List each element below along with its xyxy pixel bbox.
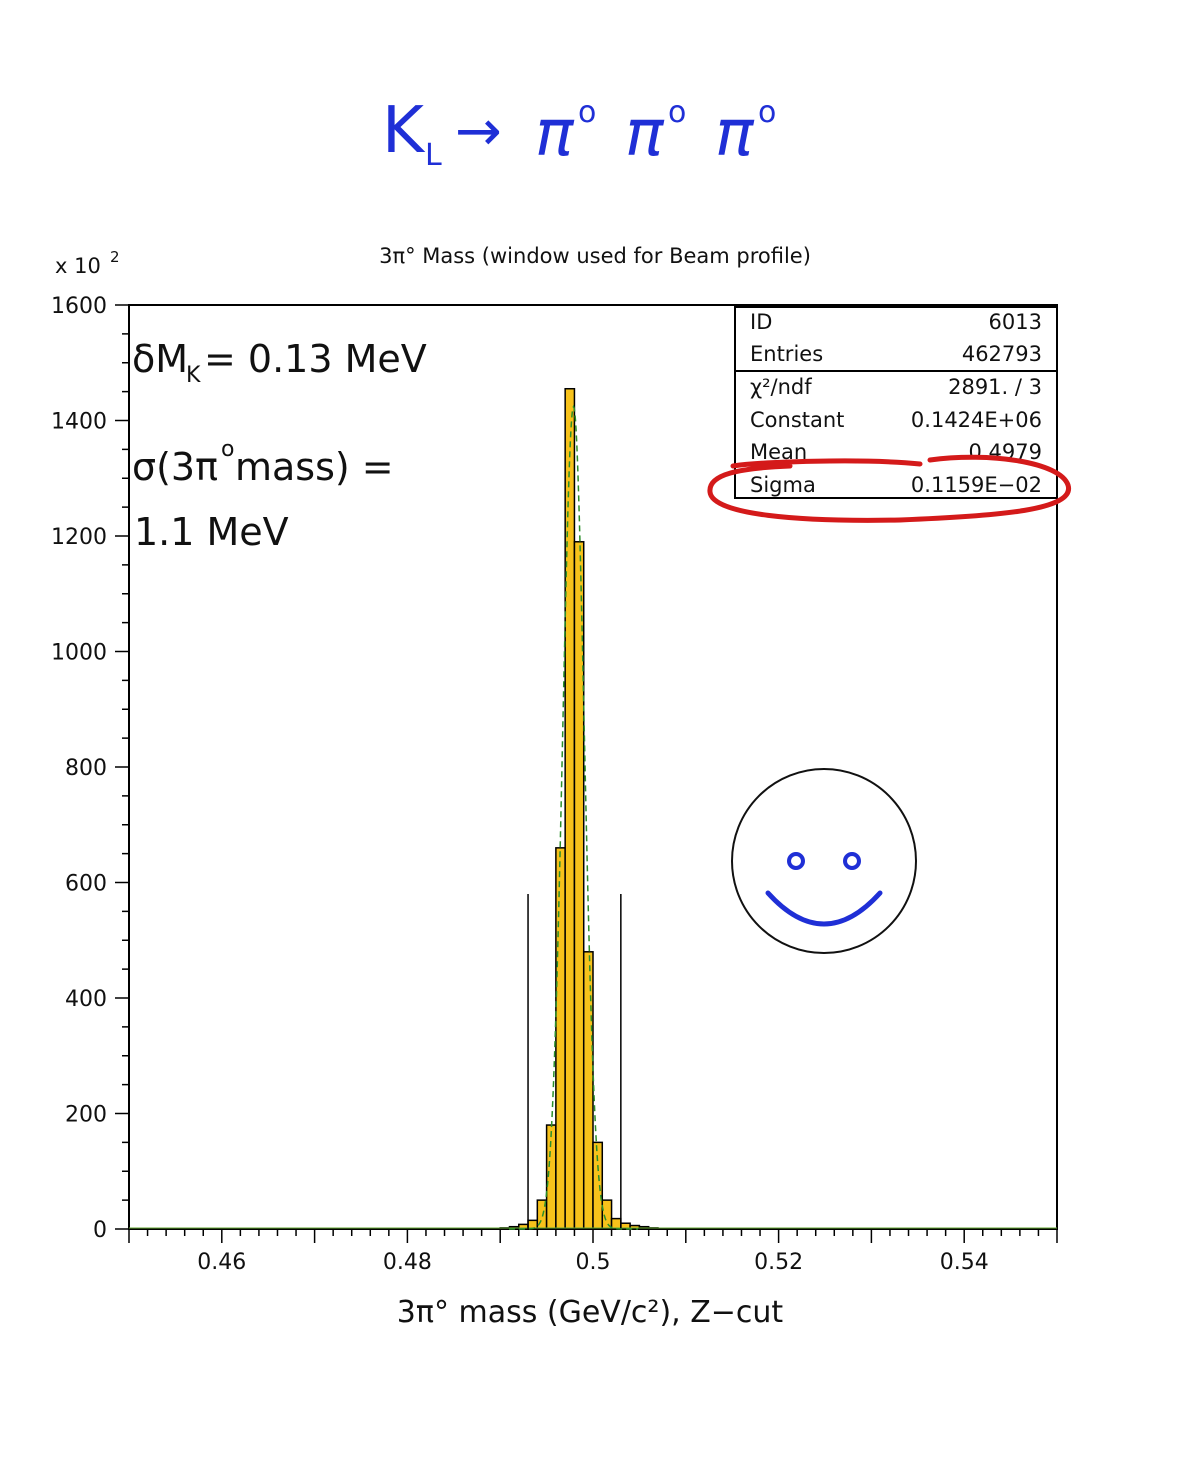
y-multiplier: x 10 <box>55 254 101 278</box>
gaussian-fit <box>508 404 639 1230</box>
delta-mk-value: = 0.13 MeV <box>204 337 427 381</box>
fit-curve <box>508 404 639 1230</box>
histogram-bar <box>573 541 585 1230</box>
y-tick-label: 1000 <box>51 641 107 666</box>
histogram-bar <box>601 1199 613 1230</box>
sigma-annotation-sup: o <box>221 437 234 462</box>
y-tick-label: 1600 <box>51 294 107 319</box>
stats-value: 462793 <box>962 342 1042 366</box>
x-tick-label: 0.5 <box>576 1250 611 1275</box>
decay-pion-2: π <box>625 97 665 171</box>
x-tick-labels: 0.46 0.48 0.5 0.52 0.54 <box>197 1250 988 1275</box>
decay-pion-3-sup: o <box>758 95 776 130</box>
histogram-bar <box>545 1124 557 1230</box>
x-tick-label: 0.52 <box>754 1250 803 1275</box>
decay-pion-1-sup: o <box>578 95 596 130</box>
stats-value: 0.1424E+06 <box>911 408 1042 432</box>
x-axis-label: 3π° mass (GeV/c²), Z−cut <box>397 1295 784 1330</box>
stats-value: 6013 <box>989 310 1042 334</box>
stats-value: 0.1159E−02 <box>911 473 1042 497</box>
decay-header: K L → π o π o π o <box>382 94 776 173</box>
y-tick-label: 1200 <box>51 525 107 550</box>
y-tick-labels: 0 200 400 600 800 1000 1200 1400 1600 <box>51 294 107 1243</box>
window-lines <box>527 894 622 1229</box>
chart-title: 3π° Mass (window used for Beam profile) <box>379 244 811 268</box>
histogram-bar <box>555 847 566 1230</box>
y-multiplier-exponent: 2 <box>110 248 120 266</box>
x-tick-label: 0.46 <box>197 1250 246 1275</box>
x-tick-label: 0.48 <box>383 1250 432 1275</box>
resolution-annotations: δM K = 0.13 MeV σ(3π o mass) = 1.1 MeV <box>132 337 427 554</box>
stats-label: Constant <box>750 408 844 432</box>
x-tick-label: 0.54 <box>940 1250 989 1275</box>
sigma-highlight-circle <box>707 454 1071 523</box>
sigma-annotation-value: 1.1 MeV <box>134 510 289 554</box>
decay-pion-3: π <box>715 97 755 171</box>
y-tick-label: 200 <box>65 1103 107 1128</box>
stats-value: 2891. / 3 <box>948 375 1042 399</box>
axis-ticks <box>115 304 1058 1243</box>
smiley-face-icon <box>731 768 917 954</box>
stats-box-frame <box>734 306 1058 499</box>
decay-arrow: → <box>455 99 502 164</box>
decay-pion-2-sup: o <box>668 95 686 130</box>
stats-label: χ²/ndf <box>750 375 812 399</box>
y-tick-label: 600 <box>65 872 107 897</box>
sigma-annotation-start: σ(3π <box>132 445 218 489</box>
decay-kaon-subscript: L <box>425 138 442 173</box>
stats-box: ID 6013 Entries 462793 χ²/ndf 2891. / 3 Consta… <box>734 306 1058 499</box>
histogram-bar <box>592 1141 604 1230</box>
sigma-annotation-rest: mass) = <box>235 445 394 489</box>
y-tick-label: 800 <box>65 756 107 781</box>
delta-mk-subscript: K <box>186 363 201 388</box>
stats-label: Sigma <box>750 473 816 497</box>
y-tick-label: 1400 <box>51 410 107 435</box>
histogram-bar <box>564 387 576 1230</box>
stats-rows: ID 6013 Entries 462793 χ²/ndf 2891. / 3 Consta… <box>750 310 1042 497</box>
stats-label: ID <box>750 310 772 334</box>
decay-pion-1: π <box>535 97 575 171</box>
histogram-bar <box>610 1217 622 1230</box>
stats-label: Entries <box>750 342 823 366</box>
histogram-bar <box>582 951 594 1230</box>
decay-kaon: K <box>382 94 426 168</box>
y-tick-label: 400 <box>65 987 107 1012</box>
delta-mk-symbol: δM <box>132 337 188 381</box>
y-tick-label: 0 <box>93 1218 107 1243</box>
